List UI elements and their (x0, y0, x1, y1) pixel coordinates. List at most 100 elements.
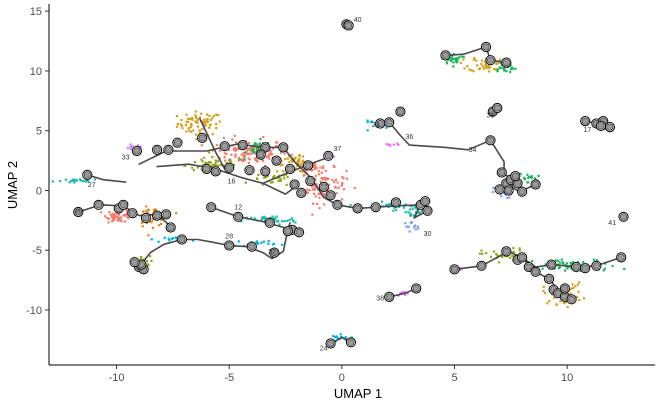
cell-point (254, 157, 257, 160)
cell-point (487, 66, 490, 69)
cell-point (180, 124, 183, 127)
cell-point (254, 158, 257, 162)
cell-point (380, 200, 383, 203)
cell-point (254, 144, 257, 147)
branch-point-core (486, 136, 494, 144)
cell-point (526, 181, 529, 184)
cell-point (82, 179, 85, 183)
cell-point (501, 67, 504, 70)
cell-point (275, 141, 278, 144)
cluster-label: 39 (487, 113, 495, 120)
cell-point (248, 158, 251, 161)
cell-point (145, 205, 148, 208)
cell-point (294, 167, 297, 170)
cell-point (209, 123, 212, 126)
cell-point (450, 60, 453, 63)
cell-point (592, 258, 595, 261)
cell-point (402, 291, 405, 294)
cell-point (478, 252, 481, 255)
branch-point-core (518, 188, 526, 196)
cell-point (302, 159, 305, 162)
cell-point (308, 189, 311, 192)
cell-point (576, 283, 579, 286)
cell-point (300, 163, 303, 166)
cell-point (267, 154, 270, 158)
cluster-label: 16 (228, 178, 236, 185)
cell-point (466, 65, 469, 68)
cell-point (303, 168, 306, 171)
branch-point-core (525, 263, 533, 271)
cell-point (366, 121, 369, 124)
cell-point (417, 211, 420, 215)
cell-point (341, 175, 344, 179)
cell-point (146, 263, 149, 266)
cell-point (413, 214, 416, 217)
cell-point (511, 254, 514, 257)
x-tick-label: 10 (561, 372, 573, 384)
cell-point (194, 114, 197, 117)
cell-point (112, 218, 115, 221)
cell-point (512, 254, 515, 258)
cell-point (340, 183, 344, 186)
cell-point (281, 243, 284, 246)
cell-point (323, 203, 326, 206)
cell-point (265, 217, 268, 220)
cell-point (110, 215, 114, 219)
y-axis-title: UMAP 2 (5, 161, 20, 209)
branch-point-core (153, 212, 161, 220)
cell-point (311, 213, 314, 216)
cell-point (268, 157, 271, 160)
cell-point (203, 124, 206, 127)
x-tick-label: -10 (109, 372, 125, 384)
cell-point (206, 113, 209, 116)
cell-point (73, 178, 76, 181)
cell-point (315, 183, 318, 186)
cell-point (260, 219, 263, 222)
cell-point (512, 250, 515, 253)
cell-point (189, 122, 193, 125)
cell-point (262, 135, 265, 139)
cell-point (499, 66, 502, 69)
branch-point-core (482, 43, 490, 51)
cell-point (205, 121, 208, 124)
cell-point (191, 118, 194, 121)
cell-point (125, 215, 128, 218)
cell-point (314, 186, 317, 189)
cell-point (286, 157, 289, 160)
cell-point (518, 249, 521, 252)
cell-point (75, 179, 78, 182)
branch-point-core (619, 213, 627, 221)
cell-point (255, 149, 259, 152)
cell-point (70, 179, 73, 183)
cell-point (146, 260, 149, 263)
cell-point (209, 119, 212, 122)
cell-cluster (385, 142, 400, 147)
cell-point (417, 227, 420, 230)
cell-point (131, 145, 134, 148)
cell-point (497, 261, 501, 264)
branch-point-core (347, 338, 355, 346)
cell-point (240, 220, 243, 223)
cell-point (141, 210, 144, 213)
cell-point (231, 138, 234, 141)
branch-point-core (95, 201, 103, 209)
cell-point (398, 205, 401, 208)
cell-point (503, 67, 506, 70)
cell-point (546, 302, 549, 305)
cell-point (214, 159, 217, 162)
cell-point (107, 221, 110, 224)
cell-point (523, 176, 526, 179)
cell-point (544, 263, 547, 266)
cell-point (566, 305, 569, 309)
cell-point (300, 170, 304, 173)
cell-point (203, 156, 206, 159)
cell-point (304, 169, 307, 172)
branch-point-core (246, 166, 254, 174)
cell-point (408, 208, 412, 211)
cell-point (312, 202, 315, 205)
cell-point (208, 114, 211, 118)
cell-point (454, 58, 457, 61)
cell-point (112, 212, 115, 215)
cell-point (506, 196, 509, 199)
cell-point (281, 220, 284, 223)
